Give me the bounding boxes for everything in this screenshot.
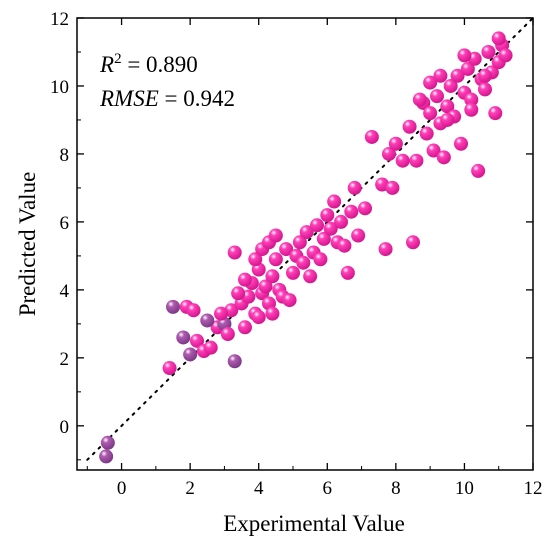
data-point — [279, 242, 294, 257]
y-tick-label: 6 — [60, 213, 70, 234]
data-point — [378, 242, 393, 257]
data-point — [440, 112, 455, 127]
reference-line — [86, 17, 534, 461]
data-point — [320, 208, 335, 223]
data-point — [299, 225, 314, 240]
data-point — [268, 252, 283, 267]
data-point — [176, 330, 191, 345]
data-point — [402, 119, 417, 134]
data-point — [491, 31, 506, 46]
data-point — [310, 218, 324, 233]
plot-frame — [76, 17, 534, 471]
data-point — [478, 68, 492, 83]
data-point — [351, 228, 366, 243]
data-point — [265, 306, 280, 321]
data-point — [471, 163, 486, 178]
data-point — [316, 231, 331, 246]
data-point — [340, 265, 355, 280]
data-point — [183, 347, 198, 362]
data-point — [334, 214, 348, 229]
data-point — [258, 279, 273, 294]
data-point — [464, 102, 479, 117]
data-point — [419, 126, 434, 141]
data-point — [292, 235, 307, 250]
data-point — [313, 252, 328, 267]
data-point — [450, 68, 465, 83]
data-point — [481, 44, 496, 59]
x-tick-label: 6 — [323, 478, 333, 499]
data-point — [227, 354, 242, 369]
data-point — [364, 129, 379, 144]
data-point — [100, 435, 115, 450]
data-point — [395, 153, 410, 168]
data-point — [227, 245, 242, 260]
data-point — [162, 361, 177, 376]
data-point — [382, 146, 396, 161]
data-point — [323, 221, 338, 236]
data-point — [423, 75, 438, 90]
data-point — [220, 327, 235, 342]
data-point — [251, 310, 266, 325]
data-point — [303, 269, 318, 284]
x-tick-label: 8 — [391, 478, 401, 499]
y-tick-label: 10 — [50, 77, 69, 98]
y-tick-label: 0 — [60, 417, 70, 438]
data-point — [186, 303, 201, 318]
data-point — [454, 136, 468, 151]
data-point — [238, 320, 252, 335]
data-point — [443, 78, 458, 93]
data-point — [282, 293, 297, 308]
data-point — [327, 194, 342, 209]
data-point — [265, 269, 280, 284]
data-point — [430, 89, 444, 104]
data-point — [457, 48, 472, 63]
data-point — [358, 201, 372, 216]
data-point — [460, 61, 475, 76]
data-point — [238, 272, 252, 287]
data-point — [203, 340, 218, 355]
y-tick-label: 4 — [60, 281, 70, 302]
data-point — [385, 180, 400, 195]
x-axis-title: Experimental Value — [223, 511, 405, 536]
data-point — [200, 313, 215, 328]
data-point — [433, 68, 448, 83]
data-point — [409, 153, 424, 168]
data-point — [440, 99, 455, 114]
marks-layer: 0 2 4 6 8 10 12 0 2 4 6 8 10 12 — [50, 9, 543, 499]
data-point — [498, 48, 513, 63]
data-point — [436, 150, 451, 165]
data-point — [426, 143, 441, 158]
y-tick-label: 8 — [60, 145, 70, 166]
stat-rmse: RMSE = 0.942 — [99, 86, 235, 111]
data-point — [344, 204, 359, 219]
data-point — [190, 333, 204, 348]
y-tick-label: 2 — [60, 349, 70, 370]
data-point — [388, 136, 403, 151]
y-axis-title: Predicted Value — [15, 172, 40, 317]
y-tick-label: 12 — [50, 9, 69, 30]
data-point — [166, 299, 180, 314]
data-point — [286, 265, 300, 280]
x-tick-label: 10 — [455, 478, 474, 499]
data-point — [214, 306, 228, 321]
x-tick-label: 12 — [524, 478, 543, 499]
data-point — [296, 255, 311, 270]
data-point — [412, 92, 427, 107]
data-point — [337, 238, 352, 253]
x-tick-label: 0 — [117, 478, 127, 499]
data-point — [423, 106, 438, 121]
data-point — [464, 92, 479, 107]
x-tick-label: 4 — [254, 478, 264, 499]
data-point — [99, 449, 114, 464]
data-point — [478, 82, 492, 97]
data-point — [231, 286, 246, 301]
data-point — [248, 252, 263, 267]
stat-r2: R2 = 0.890 — [99, 51, 198, 77]
data-point — [488, 106, 503, 121]
data-point — [268, 228, 283, 243]
data-point — [347, 180, 362, 195]
x-tick-label: 2 — [185, 478, 195, 499]
data-point — [406, 235, 420, 250]
